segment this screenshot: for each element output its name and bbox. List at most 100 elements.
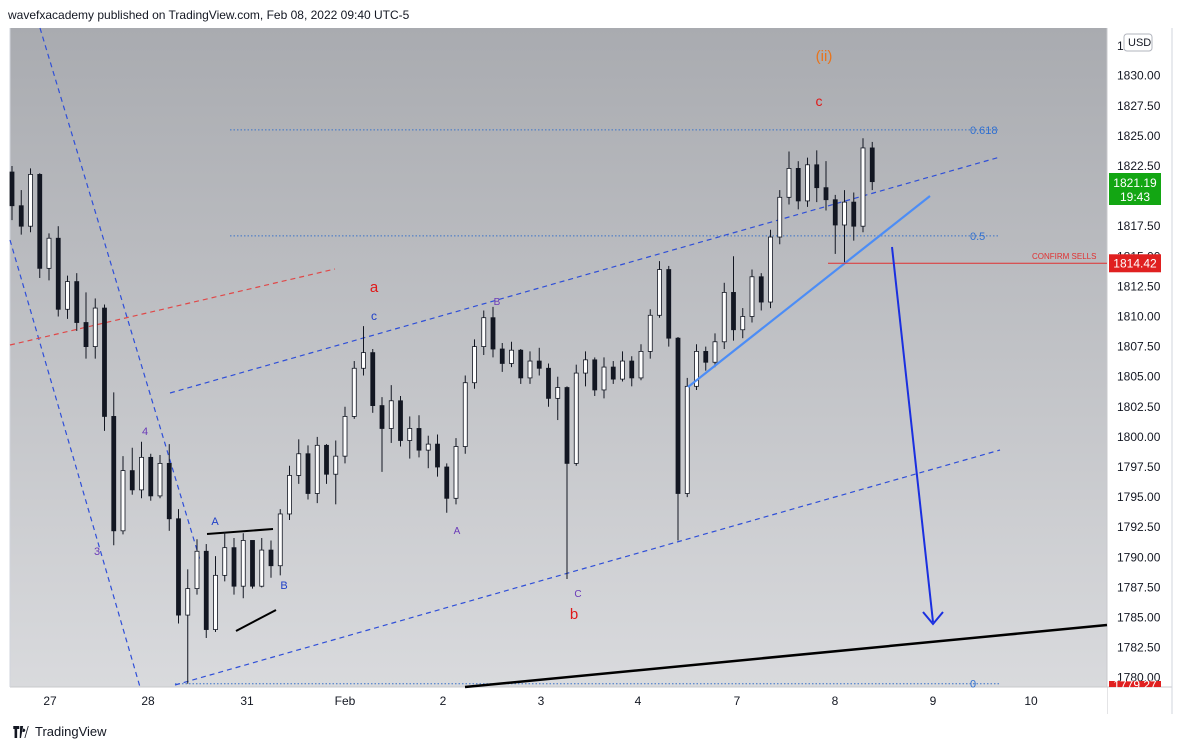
candle-body (860, 147, 866, 227)
candle-body (694, 351, 699, 387)
candle-body (851, 201, 857, 227)
candle-body (139, 456, 144, 491)
price-tick-label: 1825.00 (1117, 129, 1161, 143)
candle-body (583, 359, 588, 374)
countdown-label: 19:43 (1120, 190, 1150, 204)
candle-body (166, 462, 172, 520)
candle-body (213, 574, 218, 630)
current-price-label: 1821.19 (1113, 176, 1157, 190)
candle-body (111, 416, 117, 532)
candle-body (509, 349, 514, 364)
candle-body (407, 428, 413, 441)
candle-body (527, 360, 533, 379)
time-tick-label: 10 (1024, 694, 1038, 708)
price-tick-label: 1790.00 (1117, 550, 1161, 564)
current-price-badge (1109, 173, 1161, 205)
time-tick-label: 31 (240, 694, 254, 708)
candle-body (832, 199, 838, 226)
candle-body (185, 588, 191, 616)
channel-lower-line (174, 449, 1001, 686)
candle-body (398, 400, 403, 441)
minor-B-label: B (494, 297, 501, 308)
candle-body (176, 518, 181, 616)
candle-body (657, 269, 662, 316)
candle-body (92, 307, 98, 347)
price-tick-label: 1822.50 (1117, 159, 1161, 173)
candle-body (518, 349, 524, 379)
candle-body (823, 187, 829, 201)
bottom-price-badge (1109, 681, 1161, 687)
candle-body (721, 292, 727, 343)
candle-body (731, 292, 736, 331)
rising-support-trendline (687, 195, 931, 388)
triangle-lower-line (235, 609, 277, 632)
publisher-line: wavefxacademy published on TradingView.c… (8, 8, 410, 22)
candle-body (555, 387, 561, 399)
time-tick-label: 9 (930, 694, 937, 708)
candle-body (546, 367, 551, 399)
minor-A-label: A (454, 526, 461, 537)
price-tick-label: 1807.50 (1117, 340, 1161, 354)
time-tick-label: 4 (635, 694, 642, 708)
wave-ii-label: (ii) (816, 48, 833, 65)
fib-level-label: 0.5 (970, 231, 985, 243)
minor-C-label: C (574, 589, 581, 600)
triangle-A-label: A (211, 516, 219, 528)
candle-body (129, 470, 135, 491)
candle-body (388, 400, 394, 429)
candle-body (55, 237, 61, 310)
candle-body (425, 443, 431, 451)
candle-body (18, 205, 24, 227)
price-tick-label: 1817.50 (1117, 219, 1161, 233)
price-tick-label: 1795.00 (1117, 490, 1161, 504)
candle-body (768, 236, 773, 303)
candle-body (629, 360, 635, 379)
currency-label: USD (1128, 37, 1151, 49)
candle-body (786, 168, 792, 198)
candle-body (564, 387, 570, 464)
price-tick-label: 1827.50 (1117, 99, 1161, 113)
red-dashed-trendline (9, 268, 336, 346)
candle-body (573, 372, 579, 464)
candle-body (277, 513, 283, 567)
candle-body (314, 444, 320, 494)
triangle-B-label: B (280, 580, 287, 592)
price-tick-label: 1830.00 (1117, 69, 1161, 83)
candle-body (361, 352, 366, 369)
candle-body (601, 366, 607, 391)
candle-body (74, 281, 80, 323)
confirm-sells-label: CONFIRM SELLS (1032, 252, 1096, 261)
candle-body (250, 540, 255, 587)
time-axis-panel (10, 687, 1107, 714)
minor-c-label: c (371, 309, 377, 323)
candle-body (758, 276, 764, 303)
candle-body (37, 174, 43, 269)
candle-body (453, 446, 459, 499)
candle-body (287, 475, 292, 515)
time-tick-label: 28 (141, 694, 155, 708)
candle-body (481, 317, 487, 348)
candle-body (749, 276, 755, 317)
tradingview-footer[interactable]: TradingView (12, 724, 107, 739)
tradingview-brand: TradingView (35, 724, 107, 739)
candle-body (240, 540, 246, 587)
confirm-price-label: 1814.42 (1113, 256, 1157, 270)
time-tick-label: 7 (734, 694, 741, 708)
candle-body (712, 341, 718, 363)
candle-body (324, 444, 329, 475)
candle-body (777, 196, 783, 238)
projection-arrow-head (922, 611, 944, 626)
long-term-support-line (464, 623, 1108, 689)
time-tick-label: 3 (538, 694, 545, 708)
candle-body (740, 316, 746, 331)
price-tick-label: 1782.50 (1117, 641, 1161, 655)
falling-channel-left-line (9, 239, 141, 688)
candle-body (814, 164, 820, 189)
price-tick-label: 1785.00 (1117, 611, 1161, 625)
time-tick-label: 2 (440, 694, 447, 708)
candle-body (472, 346, 477, 384)
price-tick-label: 1805.00 (1117, 370, 1161, 384)
candle-body (351, 367, 357, 417)
candle-body (842, 201, 847, 226)
